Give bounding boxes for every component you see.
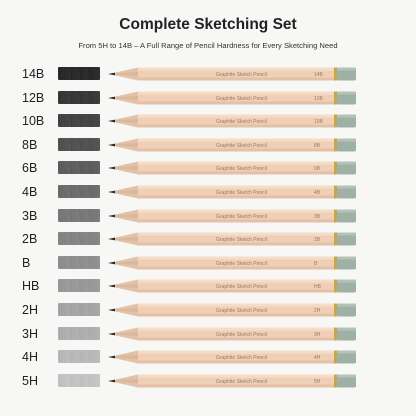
pencil: Graphite Sketch Pencil 3H	[108, 327, 356, 341]
grade-label: 3B	[22, 208, 38, 223]
pencil-imprint: Graphite Sketch Pencil	[216, 166, 267, 172]
graphite-swatch	[58, 137, 100, 151]
pencil-row: 3B Graphite Sketch Pencil 3B	[0, 206, 416, 226]
grade-label: 5H	[22, 373, 38, 388]
graphite-swatch	[58, 326, 100, 340]
pencil-grade-imprint: 8B	[314, 143, 321, 149]
pencil-row: 12B Graphite Sketch Pencil 12B	[0, 88, 416, 108]
pencil: Graphite Sketch Pencil 2H	[108, 303, 356, 317]
graphite-swatch	[58, 350, 100, 364]
graphite-swatch	[58, 255, 100, 269]
pencil-row: 4B Graphite Sketch Pencil 4B	[0, 182, 416, 202]
grade-label: HB	[22, 279, 40, 294]
pencil-grade-imprint: 3H	[314, 331, 321, 337]
pencil: Graphite Sketch Pencil 12B	[108, 91, 356, 105]
graphite-swatch	[58, 67, 100, 80]
pencil-row: 14B Graphite Sketch Pencil 14B	[0, 64, 416, 84]
pencil-imprint: Graphite Sketch Pencil	[216, 237, 267, 243]
pencil-imprint: Graphite Sketch Pencil	[216, 95, 267, 101]
pencil-row: HB Graphite Sketch Pencil HB	[0, 276, 416, 296]
pencil: Graphite Sketch Pencil HB	[108, 279, 356, 293]
graphite-swatch	[58, 373, 100, 387]
pencil-imprint: Graphite Sketch Pencil	[216, 119, 267, 125]
pencil-grade-imprint: 4H	[314, 355, 321, 361]
graphite-swatch	[58, 279, 100, 293]
pencil-imprint: Graphite Sketch Pencil	[216, 331, 267, 337]
pencil-grade-imprint: HB	[314, 284, 322, 290]
pencil: Graphite Sketch Pencil 6B	[108, 161, 356, 175]
pencil-grade-imprint: 5H	[314, 379, 321, 385]
pencil-row: 2B Graphite Sketch Pencil 2B	[0, 229, 416, 249]
graphite-swatch	[58, 303, 100, 316]
pencil-grade-imprint: 10B	[314, 119, 324, 125]
pencil: Graphite Sketch Pencil B	[108, 256, 356, 270]
grade-label: 6B	[22, 161, 38, 176]
pencil-imprint: Graphite Sketch Pencil	[216, 308, 267, 314]
pencil-row: 3H Graphite Sketch Pencil 3H	[0, 324, 416, 344]
pencil: Graphite Sketch Pencil 3B	[108, 209, 356, 223]
graphite-swatch	[58, 114, 100, 128]
graphite-swatch	[58, 232, 100, 246]
pencil-row: 2H Graphite Sketch Pencil 2H	[0, 300, 416, 320]
pencil-row: 8B Graphite Sketch Pencil 8B	[0, 135, 416, 155]
pencil-imprint: Graphite Sketch Pencil	[216, 190, 267, 196]
graphite-swatch	[58, 90, 100, 104]
pencil-imprint: Graphite Sketch Pencil	[216, 355, 267, 361]
graphite-swatch	[58, 208, 100, 222]
pencil-imprint: Graphite Sketch Pencil	[216, 379, 267, 385]
grade-label: B	[22, 255, 31, 270]
grade-label: 14B	[22, 67, 45, 81]
pencil-grade-imprint: 14B	[314, 72, 324, 78]
pencil: Graphite Sketch Pencil 2B	[108, 232, 356, 246]
pencil-row: 10B Graphite Sketch Pencil 10B	[0, 111, 416, 131]
pencil-imprint: Graphite Sketch Pencil	[216, 143, 267, 149]
grade-label: 10B	[22, 114, 45, 129]
pencil-imprint: Graphite Sketch Pencil	[216, 72, 267, 78]
grade-label: 2B	[22, 232, 38, 247]
pencil-grade-imprint: 6B	[314, 166, 321, 172]
pencil: Graphite Sketch Pencil 10B	[108, 114, 356, 128]
pencil-imprint: Graphite Sketch Pencil	[216, 284, 267, 290]
pencil-row: B Graphite Sketch Pencil B	[0, 253, 416, 273]
pencil-grade-imprint: 4B	[314, 190, 321, 196]
page-title: Complete Sketching Set	[119, 16, 297, 33]
pencil: Graphite Sketch Pencil 4H	[108, 350, 356, 364]
pencil: Graphite Sketch Pencil 5H	[108, 374, 356, 388]
pencil: Graphite Sketch Pencil 4B	[108, 185, 356, 199]
pencil-grade-imprint: 2H	[314, 308, 321, 314]
grade-label: 4H	[22, 350, 38, 365]
pencil-row: 6B Graphite Sketch Pencil 6B	[0, 158, 416, 178]
pencil-imprint: Graphite Sketch Pencil	[216, 213, 267, 219]
pencil-grade-imprint: 12B	[314, 95, 324, 101]
pencil-row: 5H Graphite Sketch Pencil 5H	[0, 371, 416, 391]
pencil-imprint: Graphite Sketch Pencil	[216, 261, 267, 267]
grade-label: 4B	[22, 185, 38, 199]
grade-label: 3H	[22, 326, 38, 341]
graphite-swatch	[58, 185, 100, 198]
pencil: Graphite Sketch Pencil 8B	[108, 138, 356, 152]
pencil-row: 4H Graphite Sketch Pencil 4H	[0, 347, 416, 367]
grade-label: 8B	[22, 137, 38, 152]
page-subtitle: From 5H to 14B – A Full Range of Pencil …	[78, 41, 338, 50]
pencil-grade-imprint: 3B	[314, 213, 321, 219]
grade-label: 2H	[22, 303, 38, 317]
pencil: Graphite Sketch Pencil 14B	[108, 67, 356, 81]
pencil-grade-imprint: 2B	[314, 237, 321, 243]
pencil-grade-imprint: B	[314, 261, 318, 267]
grade-label: 12B	[22, 90, 45, 105]
graphite-swatch	[58, 161, 100, 175]
